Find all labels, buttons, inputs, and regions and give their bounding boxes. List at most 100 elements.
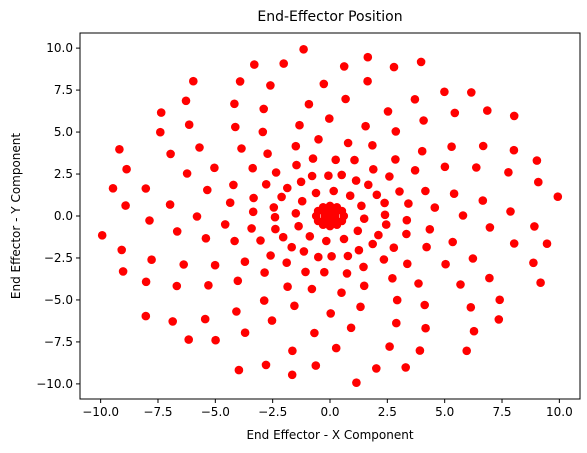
scatter-point bbox=[356, 302, 365, 312]
scatter-point bbox=[350, 155, 359, 165]
x-tick-label: 0.0 bbox=[320, 405, 339, 419]
scatter-point bbox=[230, 99, 239, 109]
scatter-point bbox=[301, 267, 310, 277]
scatter-point bbox=[339, 62, 349, 71]
scatter-point bbox=[530, 222, 539, 231]
scatter-point bbox=[211, 335, 220, 345]
scatter-point bbox=[267, 316, 277, 325]
scatter-point bbox=[392, 318, 401, 328]
scatter-point bbox=[248, 163, 257, 173]
scatter-point bbox=[307, 171, 317, 181]
scatter-point bbox=[450, 108, 460, 118]
scatter-point bbox=[466, 303, 476, 312]
scatter-point bbox=[440, 162, 450, 172]
scatter-point bbox=[385, 172, 394, 181]
scatter-point bbox=[271, 168, 281, 177]
scatter-point bbox=[324, 171, 333, 180]
scatter-point bbox=[325, 114, 334, 123]
scatter-point bbox=[117, 245, 126, 255]
scatter-point bbox=[468, 254, 478, 263]
scatter-point bbox=[311, 361, 321, 370]
scatter-point bbox=[389, 62, 399, 72]
scatter-point bbox=[529, 258, 538, 268]
scatter-point bbox=[389, 243, 399, 252]
scatter-point bbox=[422, 242, 431, 252]
scatter-point bbox=[509, 239, 519, 248]
scatter-point bbox=[234, 365, 244, 375]
scatter-point bbox=[235, 77, 245, 86]
scatter-point bbox=[504, 168, 513, 177]
scatter-point bbox=[534, 177, 543, 187]
scatter-point bbox=[319, 79, 329, 89]
scatter-point bbox=[237, 144, 246, 153]
scatter-point bbox=[225, 198, 235, 207]
scatter-point bbox=[421, 186, 430, 196]
scatter-point bbox=[421, 323, 430, 333]
scatter-point bbox=[352, 378, 361, 388]
scatter-point bbox=[346, 323, 356, 333]
scatter-point bbox=[291, 141, 301, 151]
scatter-point bbox=[410, 166, 420, 175]
scatter-point bbox=[231, 122, 240, 132]
scatter-point bbox=[266, 251, 275, 260]
scatter-point bbox=[271, 224, 280, 234]
scatter-point bbox=[354, 245, 364, 255]
scatter-point bbox=[326, 309, 336, 318]
scatter-point bbox=[156, 108, 166, 117]
scatter-point bbox=[121, 201, 130, 210]
scatter-point bbox=[115, 145, 124, 154]
scatter-point bbox=[372, 364, 381, 373]
scatter-point bbox=[299, 45, 308, 54]
scatter-point bbox=[97, 231, 107, 240]
x-tick-label: −2.5 bbox=[258, 405, 287, 419]
scatter-point bbox=[279, 59, 289, 68]
y-tick-label: 0.0 bbox=[54, 209, 73, 223]
scatter-point bbox=[337, 216, 347, 226]
scatter-point bbox=[195, 143, 204, 152]
scatter-point bbox=[184, 120, 194, 129]
scatter-point bbox=[343, 251, 353, 261]
scatter-point bbox=[448, 237, 458, 247]
scatter-point bbox=[380, 210, 390, 220]
scatter-point bbox=[304, 99, 314, 109]
scatter-point bbox=[509, 111, 519, 121]
scatter-point bbox=[294, 221, 303, 231]
scatter-point bbox=[379, 255, 389, 264]
scatter-point bbox=[283, 183, 292, 193]
x-axis-label: End Effector - X Component bbox=[246, 428, 413, 442]
scatter-point bbox=[542, 239, 552, 248]
scatter-point bbox=[351, 176, 361, 185]
scatter-point bbox=[395, 187, 404, 196]
scatter-point bbox=[440, 87, 449, 97]
scatter-point bbox=[141, 277, 151, 287]
scatter-point bbox=[184, 335, 193, 344]
scatter-point bbox=[337, 288, 346, 298]
scatter-point bbox=[553, 192, 563, 201]
scatter-point bbox=[416, 57, 426, 67]
scatter-point bbox=[485, 223, 495, 232]
scatter-point bbox=[322, 236, 331, 246]
scatter-point bbox=[385, 342, 394, 351]
scatter-point bbox=[156, 127, 165, 137]
scatter-point bbox=[292, 160, 301, 170]
scatter-point bbox=[295, 120, 304, 130]
scatter-point bbox=[341, 94, 350, 104]
scatter-point bbox=[247, 224, 256, 233]
scatter-point bbox=[308, 154, 318, 163]
scatter-point bbox=[462, 346, 472, 356]
scatter-point bbox=[404, 199, 413, 208]
scatter-point bbox=[337, 170, 347, 180]
x-tick-label: 5.0 bbox=[435, 405, 454, 419]
scatter-point bbox=[165, 200, 175, 209]
scatter-point bbox=[256, 236, 265, 245]
scatter-point bbox=[485, 273, 494, 283]
scatter-point bbox=[311, 188, 321, 198]
scatter-point bbox=[391, 155, 400, 164]
scatter-point bbox=[203, 185, 212, 195]
scatter-point bbox=[266, 81, 275, 90]
scatter-point bbox=[147, 255, 156, 264]
scatter-point bbox=[288, 346, 297, 356]
scatter-point bbox=[363, 52, 373, 62]
scatter-point bbox=[415, 346, 425, 355]
scatter-point bbox=[536, 278, 545, 288]
